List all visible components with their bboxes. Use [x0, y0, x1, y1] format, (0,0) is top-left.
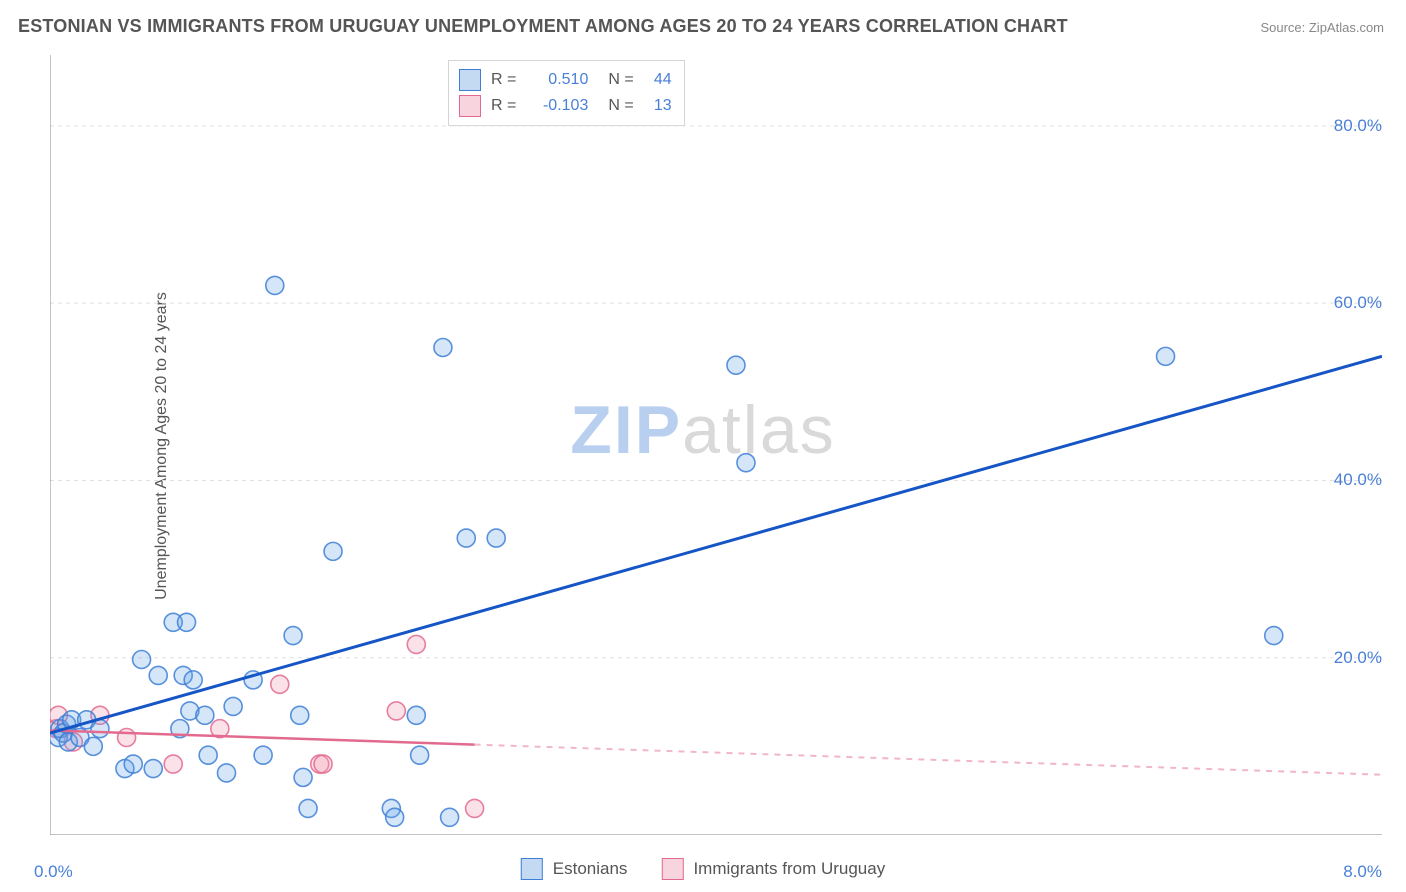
series-legend-label: Estonians: [553, 859, 628, 879]
swatch-blue-icon: [521, 858, 543, 880]
y-tick-label: 60.0%: [1334, 293, 1382, 313]
chart-title: ESTONIAN VS IMMIGRANTS FROM URUGUAY UNEM…: [18, 16, 1068, 37]
y-tick-label: 20.0%: [1334, 648, 1382, 668]
y-tick-label: 80.0%: [1334, 116, 1382, 136]
chart-plot-area: [50, 55, 1382, 835]
chart-source: Source: ZipAtlas.com: [1260, 20, 1384, 35]
swatch-pink-icon: [661, 858, 683, 880]
chart-svg: [50, 55, 1382, 835]
y-tick-label: 40.0%: [1334, 470, 1382, 490]
series-legend-label: Immigrants from Uruguay: [693, 859, 885, 879]
x-axis-max-label: 8.0%: [1343, 862, 1382, 882]
series-legend-item-uruguay: Immigrants from Uruguay: [661, 858, 885, 880]
series-legend: Estonians Immigrants from Uruguay: [521, 858, 885, 880]
x-axis-min-label: 0.0%: [34, 862, 73, 882]
series-legend-item-estonians: Estonians: [521, 858, 628, 880]
